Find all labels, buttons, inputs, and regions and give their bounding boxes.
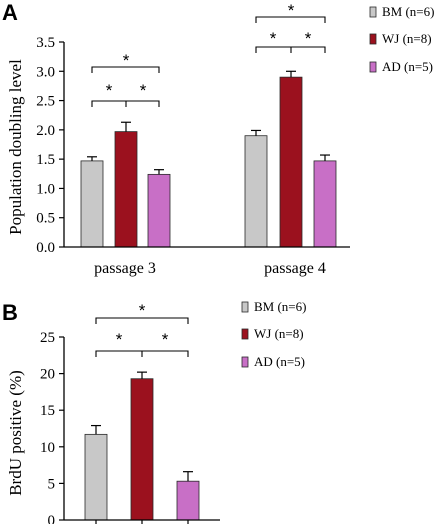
- panel-b-y-tick-label: 25: [40, 330, 55, 346]
- panel-a-bars: [80, 76, 337, 248]
- panel-b-y-tick-label: 15: [40, 403, 55, 419]
- panel-a-bar-bm: [244, 135, 268, 248]
- panel-b-y-tick-label: 20: [40, 367, 55, 383]
- panel-b-error-bars: [91, 371, 193, 482]
- panel-a-category-label: passage 4: [264, 260, 326, 277]
- panel-a-y-ticks: 0.0 0.5 1.0 1.5 2.0 2.5 3.0 3.5: [36, 35, 64, 256]
- panel-a-bar-bm: [80, 160, 104, 248]
- panel-a-bar-ad: [313, 160, 337, 248]
- panel-b-y-tick-label: 5: [48, 476, 56, 492]
- panel-a-y-tick-label: 3.0: [36, 64, 55, 80]
- panel-b-significance-star: *: [139, 301, 146, 320]
- panel-a-x-categories: passage 3 passage 4: [94, 260, 326, 277]
- panel-b-legend-swatch-bm: [241, 301, 249, 313]
- panel-b-bracket-pairwise: [95, 350, 189, 357]
- panel-a-y-axis-title: Population doubling level: [6, 59, 25, 235]
- panel-a-error-bars: [87, 70, 330, 175]
- panel-a-significance-star: *: [270, 29, 277, 48]
- panel-b-legend-swatch-ad: [241, 356, 249, 368]
- panel-b-legend: BM (n=6) WJ (n=8) AD (n=5): [241, 299, 306, 369]
- panel-a-legend-swatch-ad: [369, 61, 377, 73]
- panel-a-legend-swatch-bm: [369, 6, 377, 18]
- panel-a-bar-wj: [279, 76, 303, 248]
- panel-a-significance-star: *: [288, 1, 295, 20]
- panel-a-legend: BM (n=6) WJ (n=8) AD (n=5): [369, 4, 434, 74]
- panel-b-significance-star: *: [116, 330, 123, 349]
- panel-a-category-label: passage 3: [94, 260, 156, 277]
- panel-a-legend-label-bm: BM (n=6): [382, 4, 434, 19]
- panel-b-bar-bm: [84, 433, 108, 521]
- panel-b-legend-swatch-wj: [241, 328, 249, 340]
- panel-b-y-tick-label: 0: [48, 513, 56, 524]
- panel-a-bracket-outer: [255, 16, 326, 23]
- panel-a-y-tick-label: 1.5: [36, 152, 55, 168]
- panel-b-significance: * * *: [95, 301, 189, 357]
- panel-b-x-categories: [95, 520, 189, 524]
- panel-b-significance-star: *: [162, 330, 169, 349]
- panel-a-bracket-pairwise: [255, 46, 326, 53]
- panel-b-legend-label-bm: BM (n=6): [254, 299, 306, 314]
- panel-b-bars: [84, 378, 200, 521]
- panel-a-y-tick-label: 1.0: [36, 181, 55, 197]
- panel-a: A Population doubling level 0.0 0.5 1.0 1.5…: [2, 0, 434, 277]
- panel-b-legend-label-wj: WJ (n=8): [254, 326, 304, 341]
- panel-b-letter: B: [2, 300, 18, 325]
- panel-b-y-tick-label: 10: [40, 440, 55, 456]
- panel-a-y-tick-label: 0.5: [36, 211, 55, 227]
- panel-b-bar-ad: [176, 480, 200, 521]
- panel-a-significance: * * * * * *: [91, 1, 326, 107]
- panel-b-legend-label-ad: AD (n=5): [254, 354, 305, 369]
- panel-a-y-tick-label: 3.5: [36, 35, 55, 51]
- panel-a-bar-ad: [147, 173, 171, 248]
- panel-a-legend-swatch-wj: [369, 33, 377, 45]
- panel-a-bracket-outer: [91, 66, 160, 73]
- panel-a-y-tick-label: 2.5: [36, 94, 55, 110]
- panel-b-bar-wj: [130, 378, 154, 521]
- panel-a-letter: A: [2, 0, 18, 25]
- panel-b: B BrdU positive (%) 0 5 10 15 20 25 * * * BM (n…: [2, 299, 306, 524]
- panel-a-significance-star: *: [123, 51, 130, 70]
- panel-a-bar-wj: [114, 131, 138, 248]
- panel-b-bracket-outer: [95, 317, 189, 324]
- panel-b-y-axis-title: BrdU positive (%): [6, 370, 25, 496]
- panel-a-y-tick-label: 2.0: [36, 123, 55, 139]
- panel-a-legend-label-wj: WJ (n=8): [382, 31, 432, 46]
- panel-a-bracket-pairwise: [91, 100, 160, 107]
- panel-a-y-tick-label: 0.0: [36, 240, 55, 256]
- panel-a-significance-star: *: [140, 81, 147, 100]
- panel-b-y-ticks: 0 5 10 15 20 25: [40, 330, 64, 524]
- panel-a-significance-star: *: [106, 81, 113, 100]
- panel-a-significance-star: *: [305, 29, 312, 48]
- panel-a-legend-label-ad: AD (n=5): [382, 59, 433, 74]
